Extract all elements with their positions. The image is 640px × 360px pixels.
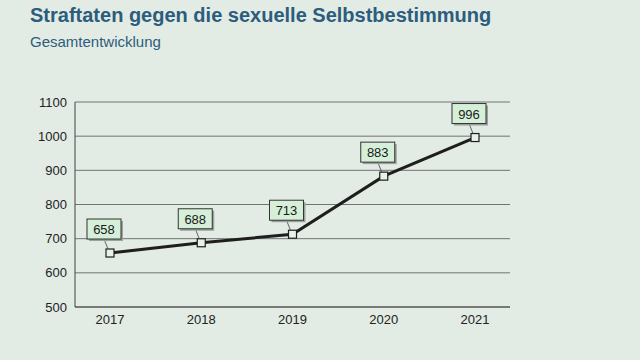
svg-text:658: 658 [93,222,115,237]
svg-text:1000: 1000 [38,129,67,144]
svg-text:900: 900 [45,163,67,178]
html-text:Gesamtentwicklung: Gesamtentwicklung [30,33,161,50]
svg-text:996: 996 [458,107,480,122]
svg-text:700: 700 [45,231,67,246]
svg-text:2018: 2018 [187,312,216,327]
svg-text:688: 688 [184,212,206,227]
svg-text:1100: 1100 [39,95,67,110]
svg-text:2019: 2019 [278,312,307,327]
svg-text:2020: 2020 [369,312,398,327]
svg-text:713: 713 [276,203,298,218]
html-text:Straftaten gegen die sexuelle: Straftaten gegen die sexuelle Selbstbest… [30,4,492,26]
svg-text:600: 600 [45,265,67,280]
svg-text:800: 800 [45,197,67,212]
svg-text:2017: 2017 [96,312,125,327]
svg-text:883: 883 [367,145,389,160]
svg-text:500: 500 [45,300,67,315]
svg-text:2021: 2021 [461,312,490,327]
